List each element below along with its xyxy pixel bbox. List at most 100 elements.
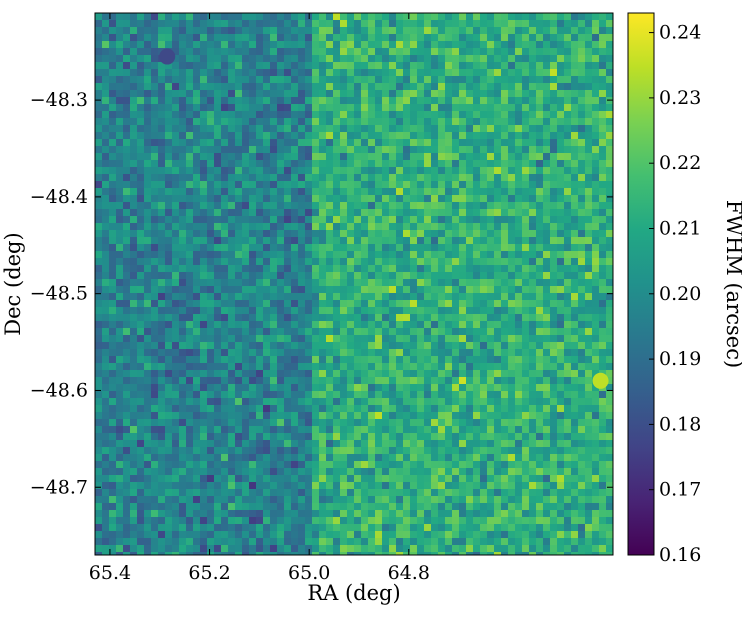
heatmap-cell bbox=[431, 384, 439, 392]
heatmap-cell bbox=[382, 76, 390, 84]
heatmap-cell bbox=[249, 188, 257, 196]
heatmap-cell bbox=[375, 216, 383, 224]
heatmap-cell bbox=[571, 125, 579, 133]
heatmap-cell bbox=[354, 391, 362, 399]
heatmap-cell bbox=[403, 314, 411, 322]
heatmap-cell bbox=[298, 90, 306, 98]
heatmap-cell bbox=[242, 132, 250, 140]
heatmap-cell bbox=[403, 391, 411, 399]
heatmap-cell bbox=[599, 265, 607, 273]
heatmap-cell bbox=[529, 349, 537, 357]
heatmap-cell bbox=[536, 314, 544, 322]
heatmap-cell bbox=[179, 314, 187, 322]
heatmap-cell bbox=[417, 384, 425, 392]
heatmap-cell bbox=[494, 440, 502, 448]
heatmap-cell bbox=[109, 125, 117, 133]
heatmap-cell bbox=[389, 181, 397, 189]
heatmap-cell bbox=[480, 104, 488, 112]
heatmap-cell bbox=[522, 419, 530, 427]
heatmap-cell bbox=[151, 335, 159, 343]
heatmap-cell bbox=[368, 230, 376, 238]
heatmap-cell bbox=[529, 27, 537, 35]
heatmap-cell bbox=[403, 153, 411, 161]
heatmap-cell bbox=[606, 223, 613, 231]
heatmap-cell bbox=[242, 13, 250, 21]
heatmap-cell bbox=[606, 265, 613, 273]
heatmap-cell bbox=[319, 307, 327, 315]
heatmap-cell bbox=[480, 69, 488, 77]
heatmap-cell bbox=[340, 125, 348, 133]
heatmap-cell bbox=[95, 258, 103, 266]
heatmap-cell bbox=[480, 433, 488, 441]
heatmap-cell bbox=[480, 244, 488, 252]
heatmap-cell bbox=[459, 321, 467, 329]
heatmap-cell bbox=[284, 153, 292, 161]
heatmap-cell bbox=[487, 139, 495, 147]
heatmap-cell bbox=[256, 426, 264, 434]
heatmap-cell bbox=[109, 335, 117, 343]
heatmap-cell bbox=[501, 258, 509, 266]
heatmap-cell bbox=[102, 13, 110, 21]
heatmap-cell bbox=[508, 377, 516, 385]
heatmap-cell bbox=[144, 419, 152, 427]
heatmap-cell bbox=[298, 321, 306, 329]
heatmap-cell bbox=[137, 433, 145, 441]
heatmap-cell bbox=[298, 104, 306, 112]
heatmap-cell bbox=[270, 69, 278, 77]
heatmap-cell bbox=[368, 62, 376, 70]
heatmap-cell bbox=[452, 62, 460, 70]
heatmap-cell bbox=[585, 342, 593, 350]
heatmap-cell bbox=[214, 41, 222, 49]
heatmap-cell bbox=[242, 69, 250, 77]
heatmap-cell bbox=[599, 251, 607, 259]
heatmap-cell bbox=[501, 468, 509, 476]
heatmap-cell bbox=[347, 237, 355, 245]
heatmap-cell bbox=[522, 62, 530, 70]
heatmap-cell bbox=[235, 223, 243, 231]
heatmap-cell bbox=[319, 433, 327, 441]
heatmap-cell bbox=[291, 377, 299, 385]
heatmap-cell bbox=[515, 139, 523, 147]
heatmap-cell bbox=[130, 13, 138, 21]
heatmap-cell bbox=[452, 104, 460, 112]
heatmap-cell bbox=[445, 419, 453, 427]
heatmap-cell bbox=[151, 447, 159, 455]
heatmap-cell bbox=[389, 384, 397, 392]
heatmap-cell bbox=[144, 195, 152, 203]
heatmap-cell bbox=[214, 132, 222, 140]
heatmap-cell bbox=[298, 195, 306, 203]
heatmap-cell bbox=[186, 426, 194, 434]
heatmap-cell bbox=[305, 160, 313, 168]
heatmap-cell bbox=[550, 356, 558, 364]
heatmap-cell bbox=[123, 153, 131, 161]
heatmap-cell bbox=[494, 111, 502, 119]
heatmap-cell bbox=[599, 76, 607, 84]
heatmap-cell bbox=[599, 188, 607, 196]
heatmap-cell bbox=[347, 55, 355, 63]
heatmap-cell bbox=[116, 55, 124, 63]
heatmap-cell bbox=[571, 293, 579, 301]
heatmap-cell bbox=[158, 265, 166, 273]
heatmap-cell bbox=[445, 195, 453, 203]
heatmap-cell bbox=[452, 447, 460, 455]
heatmap-cell bbox=[389, 293, 397, 301]
heatmap-cell bbox=[550, 34, 558, 42]
heatmap-cell bbox=[466, 377, 474, 385]
heatmap-cell bbox=[578, 307, 586, 315]
heatmap-cell bbox=[487, 62, 495, 70]
heatmap-cell bbox=[193, 34, 201, 42]
heatmap-cell bbox=[193, 132, 201, 140]
heatmap-cell bbox=[144, 440, 152, 448]
heatmap-cell bbox=[214, 405, 222, 413]
heatmap-cell bbox=[354, 377, 362, 385]
heatmap-cell bbox=[382, 237, 390, 245]
heatmap-cell bbox=[466, 314, 474, 322]
heatmap-cell bbox=[284, 167, 292, 175]
heatmap-cell bbox=[151, 69, 159, 77]
heatmap-cell bbox=[256, 146, 264, 154]
heatmap-cell bbox=[431, 216, 439, 224]
heatmap-cell bbox=[354, 167, 362, 175]
heatmap-cell bbox=[557, 300, 565, 308]
heatmap-cell bbox=[144, 83, 152, 91]
heatmap-cell bbox=[186, 419, 194, 427]
